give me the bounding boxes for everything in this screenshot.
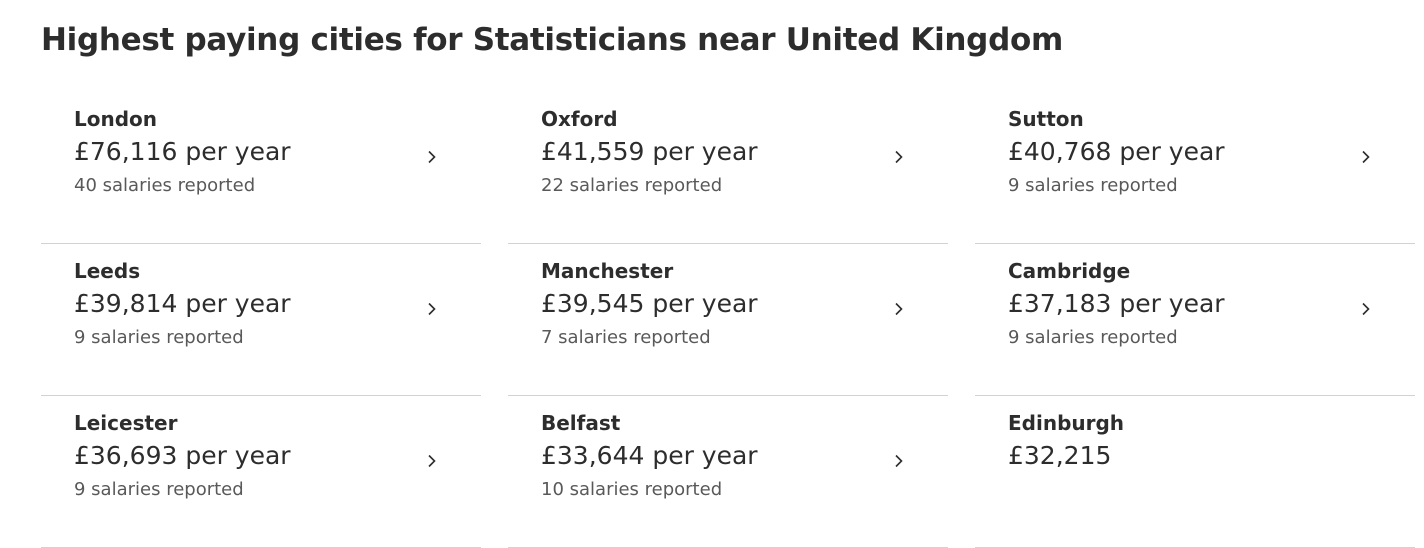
city-salary: £39,545 per year	[541, 289, 758, 318]
city-name: Oxford	[541, 107, 618, 131]
city-name: Cambridge	[1008, 259, 1131, 283]
salaries-reported: 7 salaries reported	[541, 327, 711, 348]
city-card-edinburgh[interactable]: Edinburgh £32,215	[975, 396, 1415, 548]
city-salary: £37,183 per year	[1008, 289, 1225, 318]
city-card-oxford[interactable]: Oxford £41,559 per year 22 salaries repo…	[508, 92, 948, 244]
city-card-leeds[interactable]: Leeds £39,814 per year 9 salaries report…	[41, 244, 481, 396]
chevron-right-icon[interactable]	[1361, 302, 1371, 316]
city-salary: £32,215	[1008, 441, 1112, 470]
salaries-reported: 10 salaries reported	[541, 479, 723, 500]
chevron-right-icon[interactable]	[894, 150, 904, 164]
city-card-manchester[interactable]: Manchester £39,545 per year 7 salaries r…	[508, 244, 948, 396]
city-name: Leicester	[74, 411, 178, 435]
salaries-reported: 22 salaries reported	[541, 175, 723, 196]
city-name: London	[74, 107, 158, 131]
city-salary-grid: London £76,116 per year 40 salaries repo…	[41, 92, 1415, 548]
chevron-right-icon[interactable]	[1361, 150, 1371, 164]
city-card-cambridge[interactable]: Cambridge £37,183 per year 9 salaries re…	[975, 244, 1415, 396]
salaries-reported: 9 salaries reported	[1008, 327, 1178, 348]
salaries-reported: 9 salaries reported	[74, 327, 244, 348]
city-card-leicester[interactable]: Leicester £36,693 per year 9 salaries re…	[41, 396, 481, 548]
city-salary: £41,559 per year	[541, 137, 758, 166]
city-card-sutton[interactable]: Sutton £40,768 per year 9 salaries repor…	[975, 92, 1415, 244]
salaries-reported: 9 salaries reported	[1008, 175, 1178, 196]
city-name: Belfast	[541, 411, 621, 435]
city-card-london[interactable]: London £76,116 per year 40 salaries repo…	[41, 92, 481, 244]
chevron-right-icon[interactable]	[427, 454, 437, 468]
city-name: Sutton	[1008, 107, 1084, 131]
city-salary: £76,116 per year	[74, 137, 291, 166]
city-name: Leeds	[74, 259, 141, 283]
salaries-reported: 40 salaries reported	[74, 175, 256, 196]
city-salary: £39,814 per year	[74, 289, 291, 318]
chevron-right-icon[interactable]	[427, 150, 437, 164]
city-salary: £40,768 per year	[1008, 137, 1225, 166]
city-salary: £36,693 per year	[74, 441, 291, 470]
page-title: Highest paying cities for Statisticians …	[41, 22, 1063, 58]
city-name: Manchester	[541, 259, 674, 283]
city-salary: £33,644 per year	[541, 441, 758, 470]
city-name: Edinburgh	[1008, 411, 1125, 435]
chevron-right-icon[interactable]	[894, 302, 904, 316]
chevron-right-icon[interactable]	[894, 454, 904, 468]
city-card-belfast[interactable]: Belfast £33,644 per year 10 salaries rep…	[508, 396, 948, 548]
salaries-reported: 9 salaries reported	[74, 479, 244, 500]
chevron-right-icon[interactable]	[427, 302, 437, 316]
